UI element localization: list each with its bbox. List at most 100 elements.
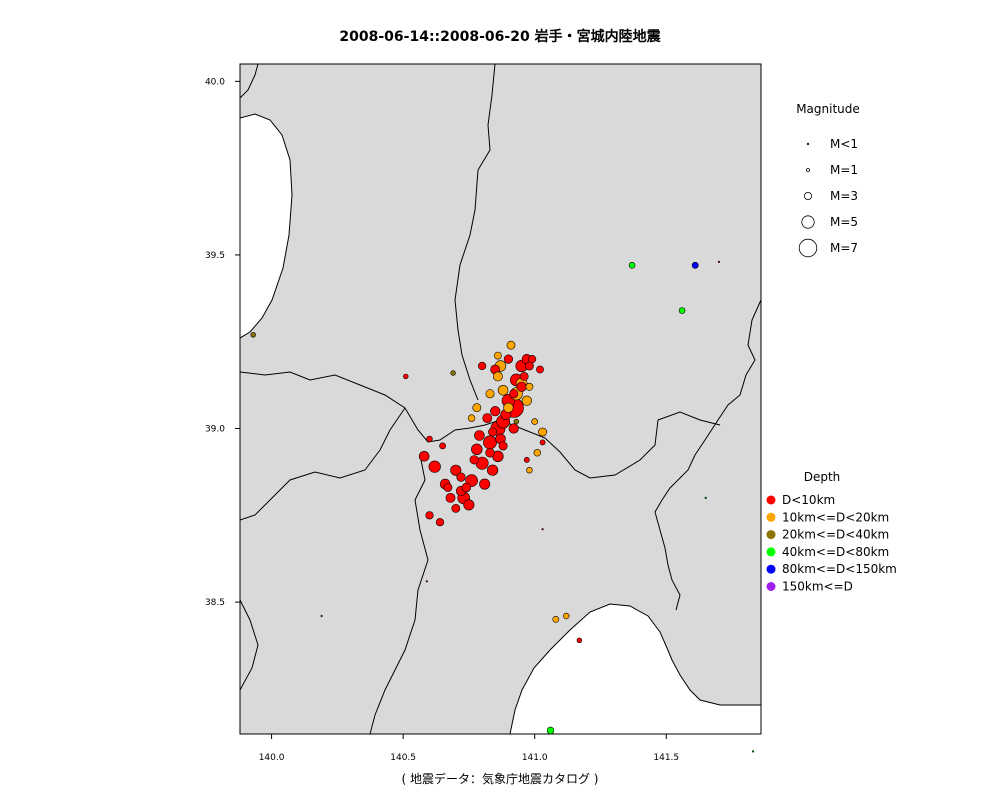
x-tick-label: 141.0 <box>522 753 548 763</box>
depth-legend-title: Depth <box>804 470 841 484</box>
magnitude-legend: Magnitude M<1 M=1 M=3 M=5 M=7 <box>796 102 860 258</box>
earthquake-point <box>576 637 583 643</box>
earthquake-layer <box>250 260 755 753</box>
depth-legend-swatch <box>766 582 776 591</box>
magnitude-legend-symbol <box>798 238 818 258</box>
earthquake-point <box>439 442 446 450</box>
earthquake-point <box>478 361 487 371</box>
magnitude-legend-title: Magnitude <box>796 102 860 116</box>
earthquake-point <box>539 439 546 446</box>
earthquake-point <box>426 435 433 443</box>
earthquake-point <box>428 460 441 473</box>
northern-border-fragment <box>240 64 259 99</box>
depth-legend-label: 80km<=D<150km <box>782 562 897 576</box>
earthquake-point <box>490 406 501 417</box>
earthquake-point <box>717 260 721 264</box>
depth-legend-swatch <box>766 495 776 505</box>
sea-of-japan <box>240 113 293 339</box>
earthquake-point <box>678 307 686 314</box>
depth-legend-label: 20km<=D<40km <box>782 528 889 542</box>
x-tick-label: 141.5 <box>653 753 679 763</box>
earthquake-point <box>403 373 409 380</box>
earthquake-point <box>320 614 323 618</box>
earthquake-point <box>508 423 519 434</box>
magnitude-legend-label: M=1 <box>830 163 858 177</box>
earthquake-point <box>472 403 482 413</box>
earthquake-point <box>691 261 699 269</box>
earthquake-point <box>523 456 530 463</box>
y-tick-label: 39.5 <box>205 251 225 261</box>
prefecture-border-west <box>240 407 406 521</box>
earthquake-point <box>463 499 475 511</box>
data-source-caption: ( 地震データ：気象庁地震カタログ ) <box>401 772 599 786</box>
prefecture-border-akita-iwate <box>454 64 496 401</box>
earthquake-point <box>527 355 537 364</box>
earthquake-point <box>467 414 476 422</box>
earthquake-point <box>443 483 453 492</box>
depth-legend-swatch <box>766 512 776 522</box>
earthquake-point <box>513 418 519 425</box>
prefecture-border-north <box>240 371 721 479</box>
magnitude-legend-label: M<1 <box>830 137 858 151</box>
earthquake-point <box>541 528 544 531</box>
earthquake-point <box>503 354 514 364</box>
depth-legend-label: 10km<=D<20km <box>782 510 889 524</box>
earthquake-point <box>483 435 497 450</box>
earthquake-point <box>485 389 495 399</box>
earthquake-point <box>563 612 570 620</box>
depth-legend-label: 150km<=D <box>782 580 853 594</box>
earthquake-point <box>418 450 430 462</box>
earthquake-point <box>538 427 547 437</box>
earthquake-point <box>456 472 466 482</box>
earthquake-point <box>536 365 544 374</box>
axes: 140.0 140.5 141.0 141.5 38.5 39.0 39.5 40.0 <box>205 77 679 763</box>
coastline-east <box>654 299 761 611</box>
magnitude-legend-symbol <box>806 168 810 172</box>
earthquake-point <box>450 464 462 476</box>
earthquake-point <box>552 616 560 623</box>
magnitude-legend-symbol <box>806 142 810 146</box>
earthquake-point <box>533 449 541 457</box>
earthquake-point <box>425 511 434 520</box>
earthquake-point <box>474 430 485 441</box>
earthquake-point <box>485 448 495 458</box>
prefecture-border-south <box>369 454 429 734</box>
earthquake-point <box>506 340 516 350</box>
earthquake-point <box>516 381 527 392</box>
earthquake-point <box>451 503 461 513</box>
earthquake-point <box>497 384 509 396</box>
earthquake-point <box>503 402 514 413</box>
magnitude-legend-symbol <box>804 191 813 200</box>
y-tick-label: 38.5 <box>205 598 225 608</box>
depth-legend: Depth D<10km 10km<=D<20km 20km<=D<40km 40km<… <box>766 470 897 594</box>
earthquake-point <box>469 455 479 465</box>
map-area <box>240 64 761 734</box>
earthquake-point <box>435 518 445 527</box>
earthquake-point <box>461 482 471 493</box>
earthquake-point <box>531 418 539 425</box>
y-tick-label: 40.0 <box>205 77 225 87</box>
earthquake-point <box>487 464 499 476</box>
earthquake-point <box>425 580 428 583</box>
earthquake-point <box>525 382 534 391</box>
prefecture-border-yamagata <box>240 599 259 691</box>
earthquake-point <box>492 371 503 382</box>
earthquake-point <box>479 478 491 490</box>
magnitude-legend-label: M=7 <box>830 241 858 255</box>
earthquake-point <box>526 467 533 474</box>
earthquake-point <box>471 443 483 455</box>
earthquake-point <box>704 496 707 500</box>
plot-frame <box>239 63 762 735</box>
y-tick-label: 39.0 <box>205 425 225 435</box>
land-area <box>240 64 761 734</box>
magnitude-legend-symbol <box>801 215 815 229</box>
magnitude-legend-label: M=5 <box>830 215 858 229</box>
earthquake-point <box>519 371 529 381</box>
earthquake-point <box>498 441 508 451</box>
earthquake-point <box>493 351 502 360</box>
map-title: 2008-06-14::2008-06-20 岩手・宮城内陸地震 <box>339 29 661 45</box>
earthquake-point <box>250 332 256 338</box>
earthquake-point <box>509 389 519 399</box>
magnitude-legend-label: M=3 <box>830 189 858 203</box>
